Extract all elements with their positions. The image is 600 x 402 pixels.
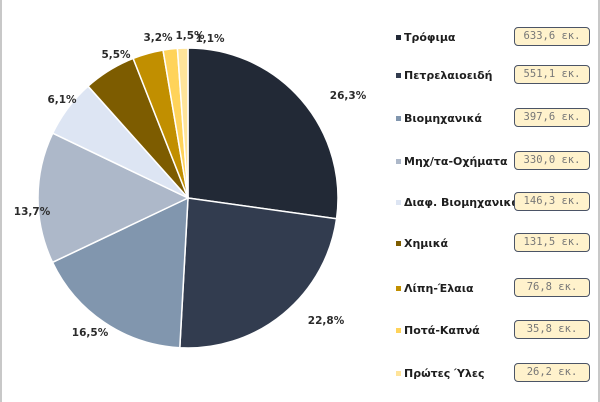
data-label-1: 22,8% xyxy=(308,315,345,327)
legend-item: Πρώτες Ύλες xyxy=(396,367,485,380)
value-box: 131,5 εκ. xyxy=(514,233,590,252)
value-box: 633,6 εκ. xyxy=(514,27,590,46)
value-box: 26,2 εκ. xyxy=(514,363,590,382)
value-box: 76,8 εκ. xyxy=(514,278,590,297)
legend-item: Ποτά-Καπνά xyxy=(396,324,480,337)
value-box: 35,8 εκ. xyxy=(514,320,590,339)
legend-item: Χημικά xyxy=(396,237,448,250)
legend-swatch xyxy=(396,328,401,333)
legend-label: Ποτά-Καπνά xyxy=(404,324,480,337)
value-box: 551,1 εκ. xyxy=(514,65,590,84)
pie-slice-1 xyxy=(179,197,338,349)
legend-swatch xyxy=(396,371,401,376)
legend-swatch xyxy=(396,241,401,246)
legend-swatch xyxy=(396,116,401,121)
legend-swatch xyxy=(396,159,401,164)
legend-label: Χημικά xyxy=(404,237,449,250)
legend-item: Τρόφιμα xyxy=(396,31,455,44)
value-box: 330,0 εκ. xyxy=(514,151,590,170)
legend-swatch xyxy=(396,35,401,40)
data-label-0: 26,3% xyxy=(330,90,367,102)
value-box: 397,6 εκ. xyxy=(514,108,590,127)
legend-label: Λίπη-Έλαια xyxy=(404,282,474,295)
pie-slice-3 xyxy=(37,132,190,264)
legend-label: Πετρελαιοειδή xyxy=(404,69,493,82)
legend-item: Λίπη-Έλαια xyxy=(396,282,474,295)
value-box: 146,3 εκ. xyxy=(514,192,590,211)
data-label-4: 6,1% xyxy=(47,94,77,106)
legend-item: Βιομηχανικά xyxy=(396,112,482,125)
data-label-6: 3,2% xyxy=(143,32,173,44)
legend-swatch xyxy=(396,200,401,205)
legend-label: Τρόφιμα xyxy=(404,31,456,44)
legend-label: Διαφ. Βιομηχανικά xyxy=(404,196,519,209)
legend-label: Πρώτες Ύλες xyxy=(404,367,485,380)
pie-slice-2 xyxy=(51,196,189,349)
data-label-5: 5,5% xyxy=(101,49,131,61)
data-label-3: 13,7% xyxy=(14,206,51,218)
legend-item: Διαφ. Βιομηχανικά xyxy=(396,196,519,209)
legend-item: Πετρελαιοειδή xyxy=(396,69,493,82)
legend-swatch xyxy=(396,286,401,291)
legend-label: Μηχ/τα-Οχήματα xyxy=(404,155,508,168)
legend-swatch xyxy=(396,73,401,78)
pie-slice-0 xyxy=(187,47,339,220)
legend-label: Βιομηχανικά xyxy=(404,112,482,125)
pie-slice-8 xyxy=(176,47,189,199)
data-label-2: 16,5% xyxy=(72,327,109,339)
data-label-7: 1,5% xyxy=(175,30,205,42)
legend-item: Μηχ/τα-Οχήματα xyxy=(396,155,508,168)
data-label-8: 1,1% xyxy=(195,33,225,45)
